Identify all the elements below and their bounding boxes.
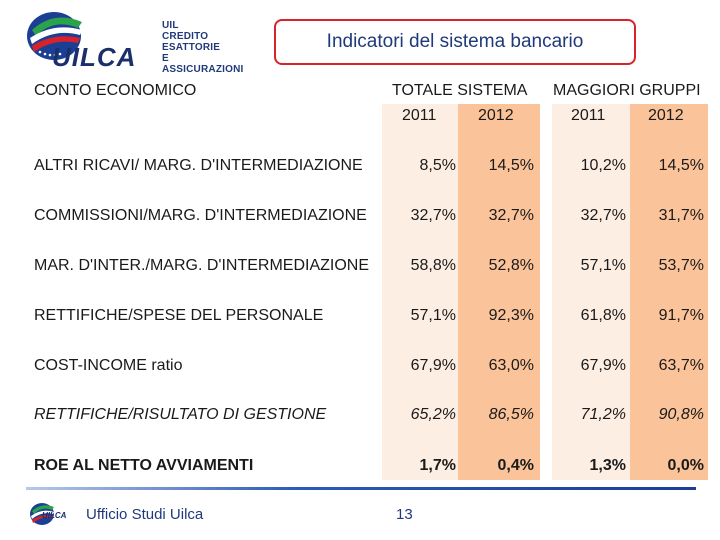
value-cell: 0,0% — [667, 457, 704, 474]
value-cell: 86,5% — [488, 406, 534, 423]
table-row: ALTRI RICAVI/ MARG. D'INTERMEDIAZIONE 8,… — [0, 157, 720, 179]
value-cell: 63,7% — [658, 357, 704, 374]
value-cell: 1,3% — [589, 457, 626, 474]
row-label: ALTRI RICAVI/ MARG. D'INTERMEDIAZIONE — [34, 157, 363, 174]
value-cell: 0,4% — [497, 457, 534, 474]
value-cell: 14,5% — [658, 157, 704, 174]
row-label: COMMISSIONI/MARG. D'INTERMEDIAZIONE — [34, 207, 367, 224]
value-cell: 65,2% — [410, 406, 456, 423]
group-header-total: TOTALE SISTEMA — [392, 82, 528, 99]
page-title: Indicatori del sistema bancario — [274, 19, 636, 65]
row-label: COST-INCOME ratio — [34, 357, 183, 374]
section-label: CONTO ECONOMICO — [34, 82, 197, 99]
row-label: RETTIFICHE/SPESE DEL PERSONALE — [34, 307, 324, 324]
value-cell: 63,0% — [488, 357, 534, 374]
logo-swoosh-icon — [27, 12, 82, 60]
value-cell: 32,7% — [488, 207, 534, 224]
uilca-logo: UILCA UIL CREDITO ESATTORIE E ASSICURAZI… — [24, 8, 244, 75]
table-row: MAR. D'INTER./MARG. D'INTERMEDIAZIONE 58… — [0, 257, 720, 279]
value-cell: 57,1% — [580, 257, 626, 274]
value-cell: 1,7% — [419, 457, 456, 474]
value-cell: 58,8% — [410, 257, 456, 274]
value-cell: 67,9% — [410, 357, 456, 374]
table-row: RETTIFICHE/SPESE DEL PERSONALE 57,1% 92,… — [0, 307, 720, 329]
svg-text:UILCA: UILCA — [42, 511, 67, 520]
year-header: 2012 — [478, 107, 514, 124]
group-header-groups: MAGGIORI GRUPPI — [553, 82, 701, 99]
row-label: ROE AL NETTO AVVIAMENTI — [34, 457, 254, 474]
column-shade-total-2012 — [458, 104, 540, 480]
table-row: ROE AL NETTO AVVIAMENTI 1,7% 0,4% 1,3% 0… — [0, 457, 720, 479]
value-cell: 10,2% — [580, 157, 626, 174]
footer-logo: UILCA — [28, 500, 76, 528]
value-cell: 53,7% — [658, 257, 704, 274]
value-cell: 90,8% — [658, 406, 704, 423]
value-cell: 67,9% — [580, 357, 626, 374]
table-row: RETTIFICHE/RISULTATO DI GESTIONE 65,2% 8… — [0, 406, 720, 428]
footer-swoosh-icon: UILCA — [30, 503, 67, 525]
table-row: COMMISSIONI/MARG. D'INTERMEDIAZIONE 32,7… — [0, 207, 720, 229]
row-label: RETTIFICHE/RISULTATO DI GESTIONE — [34, 406, 327, 423]
logo-wordmark: UILCA — [52, 42, 137, 72]
column-shade-groups-2012 — [630, 104, 708, 480]
table-row: COST-INCOME ratio 67,9% 63,0% 67,9% 63,7… — [0, 357, 720, 379]
value-cell: 52,8% — [488, 257, 534, 274]
row-label: MAR. D'INTER./MARG. D'INTERMEDIAZIONE — [34, 257, 370, 274]
value-cell: 31,7% — [658, 207, 704, 224]
value-cell: 71,2% — [580, 406, 626, 423]
value-cell: 32,7% — [410, 207, 456, 224]
value-cell: 91,7% — [658, 307, 704, 324]
year-header: 2011 — [571, 107, 606, 124]
value-cell: 92,3% — [488, 307, 534, 324]
value-cell: 61,8% — [580, 307, 626, 324]
page-number: 13 — [396, 506, 413, 523]
value-cell: 14,5% — [488, 157, 534, 174]
value-cell: 57,1% — [410, 307, 456, 324]
column-shade-total-2011 — [382, 104, 458, 480]
year-header: 2012 — [648, 107, 684, 124]
footer-divider — [26, 487, 696, 490]
column-shade-groups-2011 — [552, 104, 630, 480]
year-header: 2011 — [402, 107, 437, 124]
value-cell: 8,5% — [419, 157, 456, 174]
value-cell: 32,7% — [580, 207, 626, 224]
logo-caption: UIL CREDITO ESATTORIE E ASSICURAZIONI — [162, 20, 244, 75]
footer-organization: Ufficio Studi Uilca — [86, 506, 204, 523]
